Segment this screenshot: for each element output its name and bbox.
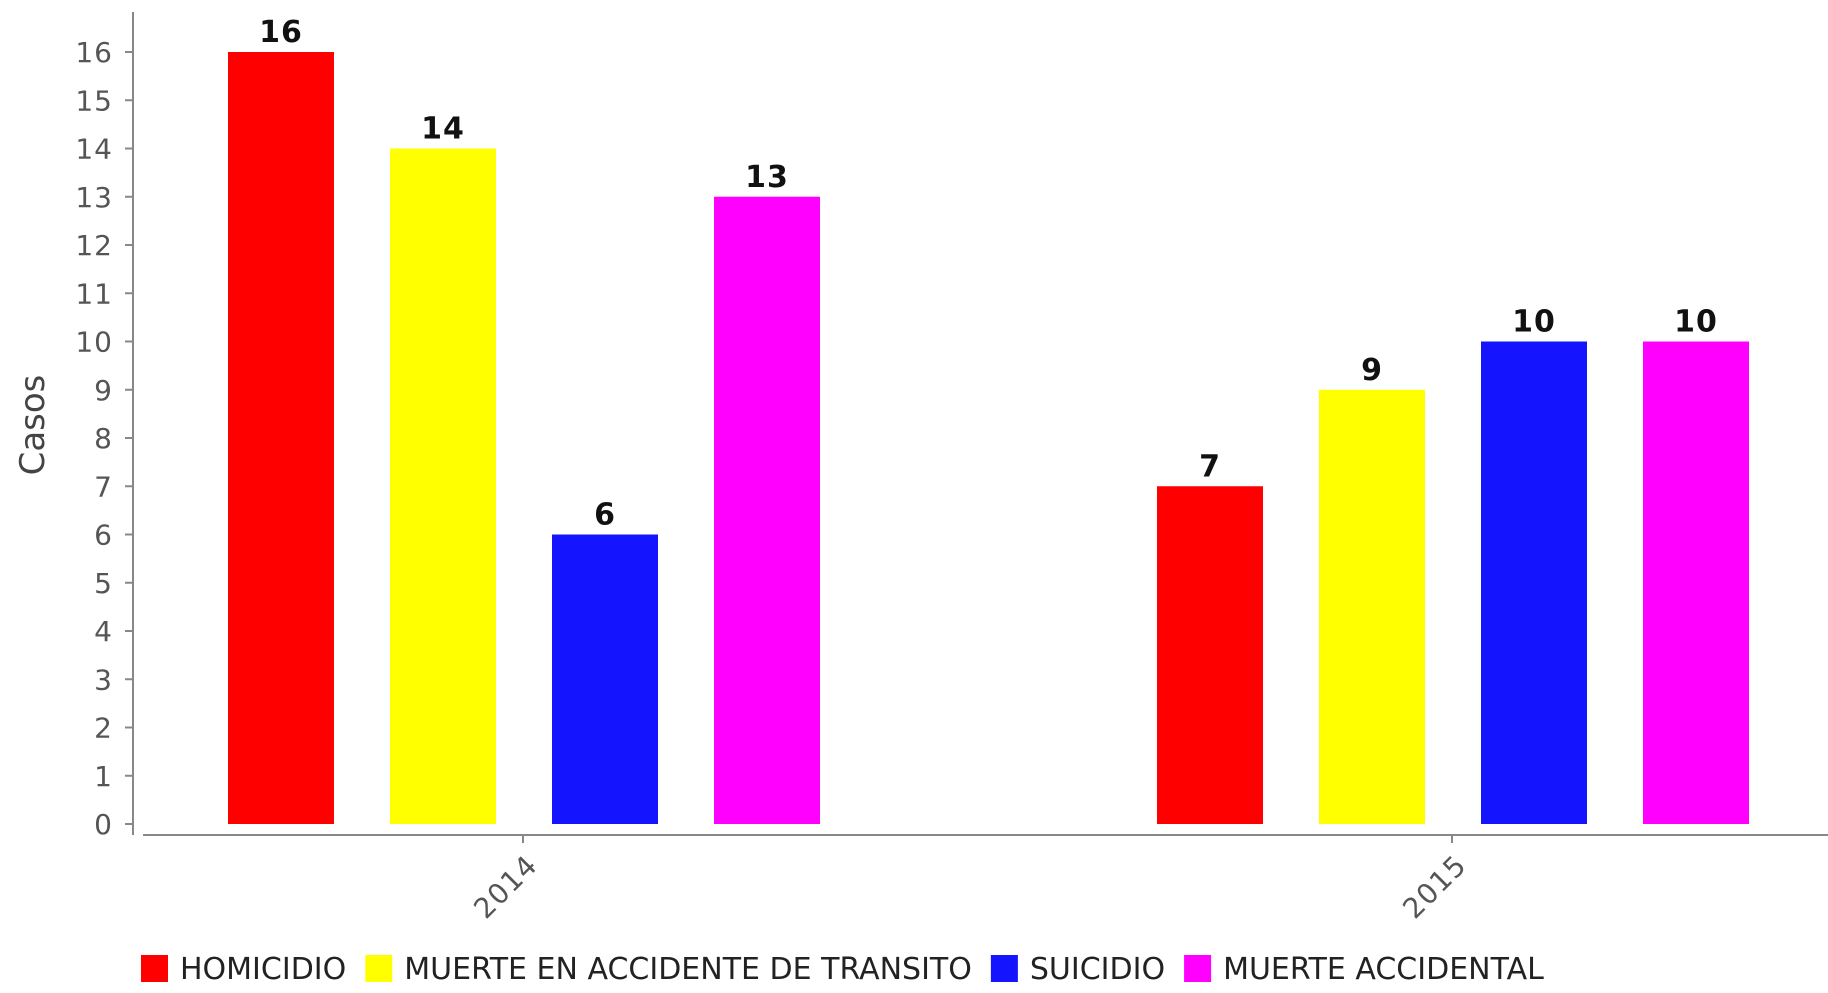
bar	[1319, 389, 1425, 824]
y-tick-label: 16	[75, 36, 113, 69]
legend: HOMICIDIO MUERTE EN ACCIDENTE DE TRANSITO…	[141, 952, 1544, 987]
data-label: 10	[1512, 305, 1556, 340]
data-label: 9	[1361, 353, 1383, 388]
y-tick-label: 6	[94, 519, 113, 552]
y-tick-label: 9	[94, 374, 113, 407]
legend-label: HOMICIDIO	[180, 952, 346, 987]
legend-label: MUERTE ACCIDENTAL	[1223, 952, 1544, 987]
bars	[228, 52, 1749, 824]
y-tick-label: 7	[94, 470, 113, 503]
bar	[228, 52, 334, 824]
y-tick-label: 13	[75, 181, 113, 214]
y-tick-label: 3	[94, 663, 113, 696]
legend-swatch	[365, 955, 393, 982]
data-label: 6	[594, 498, 616, 533]
x-axis: 2014 2015	[143, 834, 1828, 926]
y-tick-label: 11	[75, 277, 113, 310]
bar	[1157, 486, 1263, 824]
y-tick-label: 4	[94, 615, 113, 648]
y-tick-label: 8	[94, 422, 113, 455]
y-tick-label: 15	[75, 84, 113, 117]
data-labels: 16 14 6 13 7 9 10 10	[259, 15, 1718, 533]
bar	[1481, 341, 1587, 824]
y-tick-label: 0	[94, 808, 113, 841]
legend-label: MUERTE EN ACCIDENTE DE TRANSITO	[404, 952, 972, 987]
y-tick-label: 10	[75, 326, 113, 359]
legend-label: SUICIDIO	[1030, 952, 1165, 987]
y-tick-label: 5	[94, 567, 113, 600]
y-tick-label: 12	[75, 229, 113, 262]
bar	[390, 148, 496, 824]
data-label: 13	[745, 160, 789, 195]
x-tick-label: 2015	[1396, 849, 1473, 926]
legend-swatch	[990, 955, 1018, 982]
data-label: 10	[1674, 305, 1718, 340]
bar	[552, 534, 658, 824]
x-tick-label: 2014	[467, 849, 544, 926]
y-tick-label: 14	[75, 133, 113, 166]
y-tick-label: 1	[94, 760, 113, 793]
legend-swatch	[141, 955, 168, 982]
legend-swatch	[1184, 955, 1212, 982]
y-tick-label: 2	[94, 712, 113, 745]
data-label: 7	[1199, 449, 1221, 484]
data-label: 14	[421, 112, 465, 147]
y-axis-label: Casos	[13, 375, 53, 476]
bar	[1643, 341, 1749, 824]
bar	[714, 196, 820, 824]
data-label: 16	[259, 15, 303, 50]
